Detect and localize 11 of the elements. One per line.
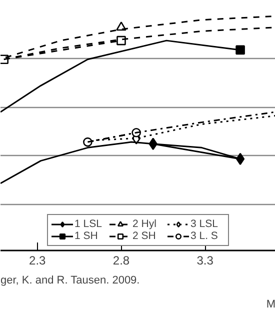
x-tick-label: 2.3 xyxy=(29,254,46,268)
text: ger, K. and R. Tausen. 2009. xyxy=(0,274,140,286)
legend-label: 2 Hyl xyxy=(132,218,158,230)
text: M xyxy=(266,298,275,310)
legend-label: 3 L. S xyxy=(190,230,219,242)
x-tick-label: 2.8 xyxy=(112,254,130,268)
legend-label: 3 LSL xyxy=(190,218,219,230)
x-tick-label: 3.3 xyxy=(196,254,214,268)
legend-label: 1 LSL xyxy=(74,218,103,230)
legend-label: 2 SH xyxy=(132,230,157,242)
legend-label: 1 SH xyxy=(74,230,99,242)
